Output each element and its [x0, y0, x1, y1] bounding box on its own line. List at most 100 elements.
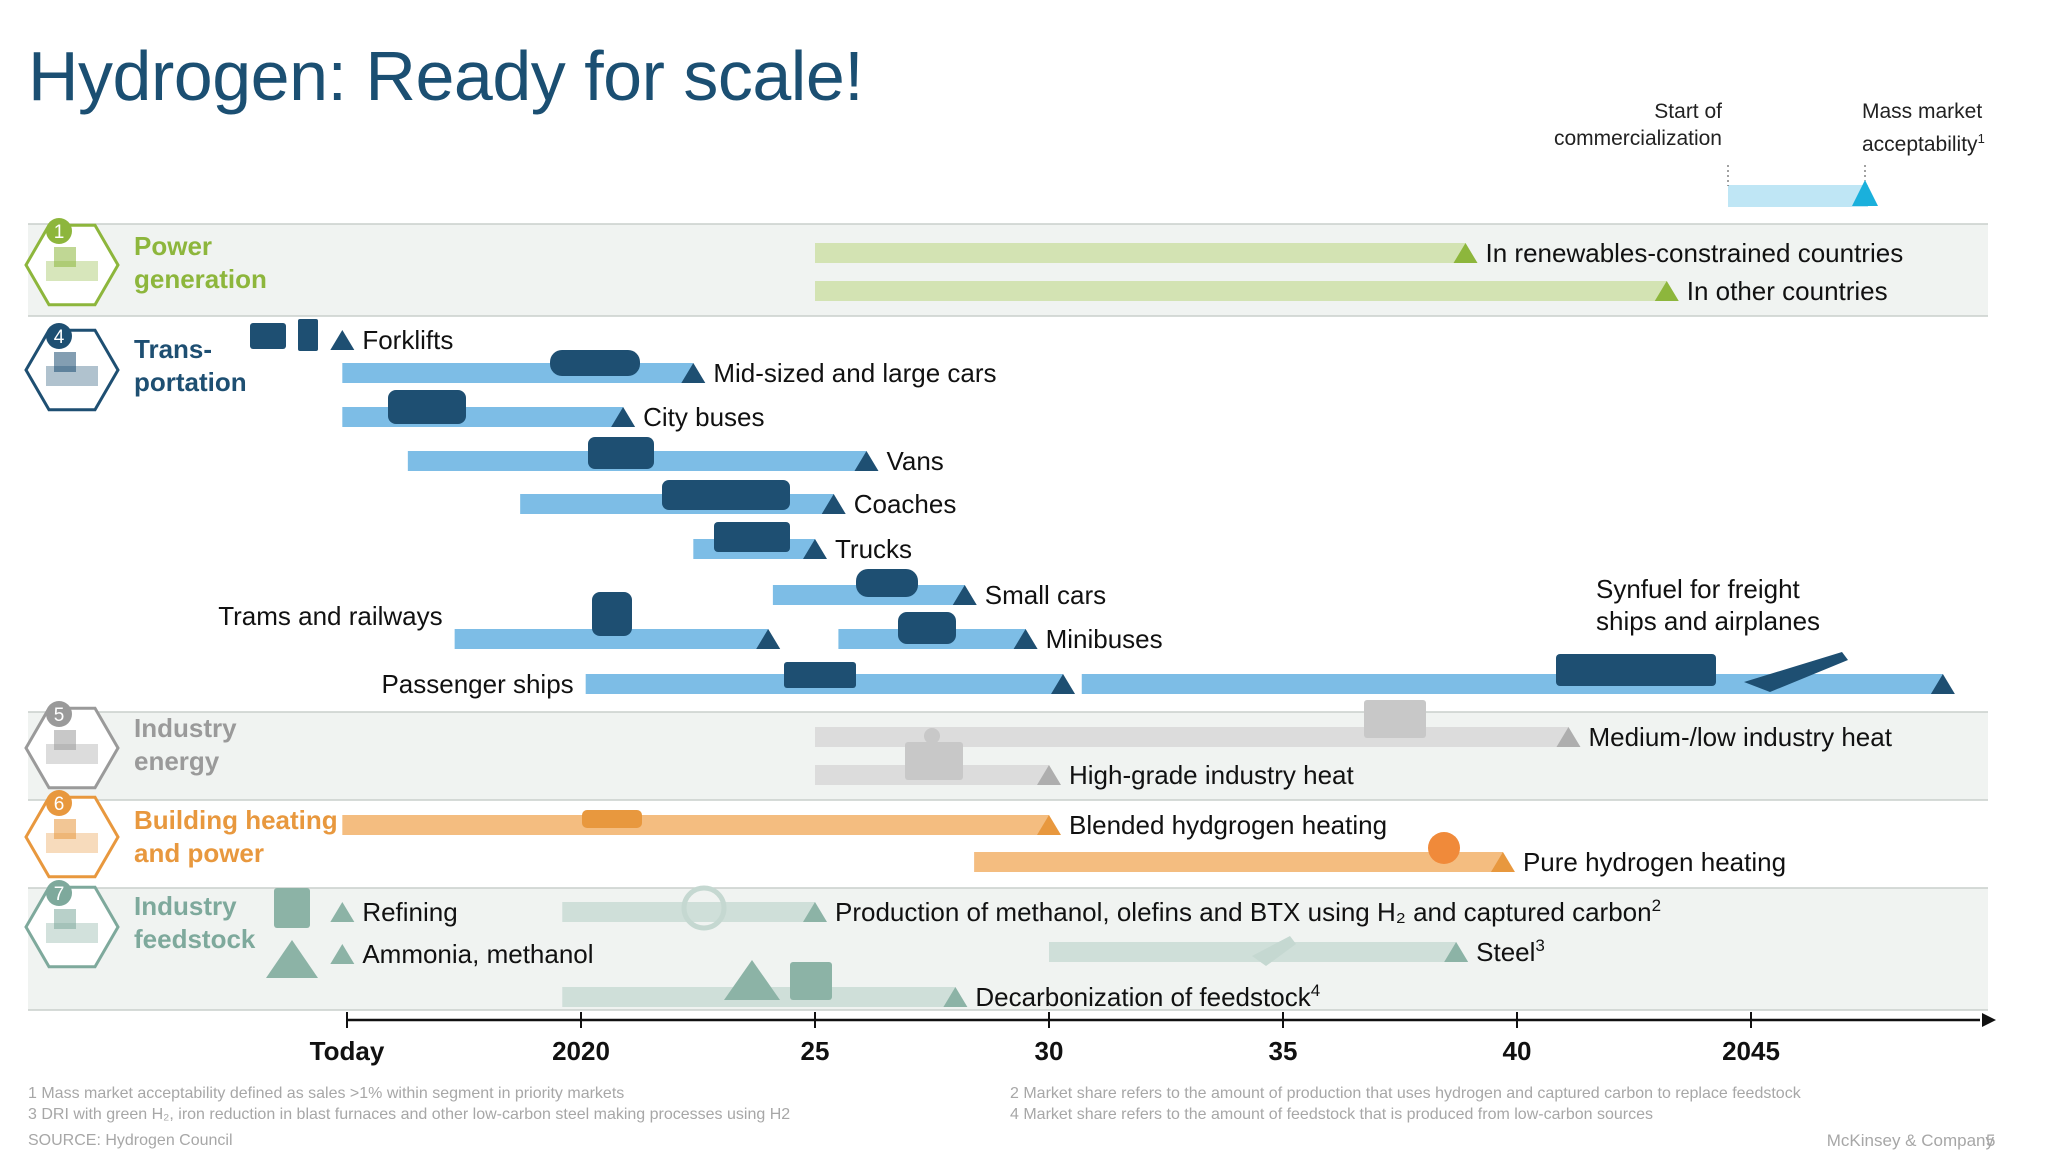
bar-city-buses-label: City buses	[643, 402, 764, 432]
energy-segment-label-2: energy	[134, 746, 220, 776]
bar-mid-sized-and-large-cars-marker	[681, 363, 706, 383]
airplane-icon	[1744, 652, 1848, 692]
bar-city-buses-marker	[611, 407, 636, 427]
bar-pure-hydrogen-heating-label: Pure hydrogen heating	[1523, 847, 1786, 877]
feedstock-plant-icon	[790, 962, 832, 1000]
bar-forklifts-marker	[330, 330, 355, 350]
x-tick-label-2045: 2045	[1722, 1036, 1780, 1066]
transport-segment-label-2: portation	[134, 367, 247, 397]
bar-mid-sized-and-large-cars	[342, 363, 694, 383]
power-number-text: 1	[54, 222, 65, 243]
x-tick-label-30: 30	[1035, 1036, 1064, 1066]
bar-pure-hydrogen-heating	[974, 852, 1503, 872]
flame-icon	[1428, 832, 1460, 864]
passenger-ship-icon	[784, 662, 856, 688]
bar-steel-label: Steel3	[1476, 936, 1545, 967]
power-segment-label-2: generation	[134, 264, 267, 294]
page-number: 5	[1986, 1131, 1996, 1150]
bar-small-cars-label: Small cars	[985, 580, 1106, 610]
bar-in-other-countries	[815, 281, 1667, 301]
transport-segment-icon-building	[54, 352, 76, 372]
energy-segment-label-1: Industry	[134, 713, 237, 743]
bar-synfuel-for-freight-ships-and-airplanes-marker	[1930, 674, 1955, 694]
forklift-icon	[250, 323, 286, 349]
bar-trucks-marker	[803, 539, 827, 559]
bar-minibuses-label: Minibuses	[1046, 624, 1163, 654]
city-bus-icon	[388, 390, 466, 424]
band-energy	[28, 712, 1988, 800]
bar-decarbonization-of-feedstock-label: Decarbonization of feedstock4	[975, 981, 1320, 1012]
bar-vans-label: Vans	[886, 446, 943, 476]
source-note: SOURCE: Hydrogen Council	[28, 1132, 233, 1149]
truck-icon	[714, 522, 790, 552]
energy-number-badge	[46, 701, 72, 727]
power-number-badge	[46, 218, 72, 244]
building-number-text: 6	[54, 794, 65, 815]
x-tick-label-40: 40	[1503, 1036, 1532, 1066]
footnote-2: 2 Market share refers to the amount of p…	[1010, 1085, 1801, 1102]
bar-decarbonization-of-feedstock-marker	[943, 987, 968, 1007]
bar-synfuel-for-freight-ships-and-airplanes	[1081, 674, 1943, 694]
bar-minibuses-marker	[1013, 629, 1038, 649]
small-car-icon	[856, 569, 918, 597]
coach-icon	[662, 480, 790, 510]
forklift-rack-icon	[298, 319, 318, 351]
van-icon	[588, 437, 654, 469]
building-segment-label-2: and power	[134, 838, 264, 868]
bar-in-renewables-constrained-countries-label: In renewables-constrained countries	[1486, 238, 1904, 268]
flask-icon	[266, 940, 318, 978]
bar-in-other-countries-label: In other countries	[1687, 276, 1888, 306]
legend-mass-label: Mass market acceptability1	[1862, 98, 2002, 158]
bar-coaches-marker	[821, 494, 846, 514]
bar-medium-low-industry-heat-marker	[1556, 727, 1581, 747]
bar-medium-low-industry-heat-label: Medium-/low industry heat	[1588, 722, 1892, 752]
bar-synfuel-for-freight-ships-and-airplanes-label-2: ships and airplanes	[1596, 606, 1820, 636]
legend-start-label: Start of commercialization	[1553, 100, 1722, 150]
bar-production-of-methanol-olefins-and-btx-using-h-and-captured-carbon-marker	[803, 902, 827, 922]
bar-pure-hydrogen-heating-marker	[1490, 852, 1515, 872]
bar-production-of-methanol-olefins-and-btx-using-h-and-captured-carbon	[562, 902, 815, 922]
bar-mid-sized-and-large-cars-label: Mid-sized and large cars	[713, 358, 996, 388]
bar-steel-marker	[1444, 942, 1469, 962]
tram-icon	[592, 592, 632, 636]
factory-icon	[1364, 700, 1426, 738]
factory-small-icon	[905, 742, 963, 780]
x-tick-label-Today: Today	[310, 1036, 385, 1066]
footnote-3: 3 DRI with green H₂, iron reduction in b…	[28, 1106, 791, 1123]
transport-segment-label-1: Trans-	[134, 334, 212, 364]
bar-in-other-countries-marker	[1654, 281, 1679, 301]
bar-blended-hydgrogen-heating-label: Blended hydgrogen heating	[1069, 810, 1387, 840]
power-segment-label-1: Power	[134, 231, 212, 261]
bar-ammonia-methanol-label: Ammonia, methanol	[362, 939, 593, 969]
car-icon	[550, 350, 640, 376]
legend-mass-text: Mass market acceptability	[1862, 100, 1983, 156]
feedstock-segment-label-2: feedstock	[134, 924, 256, 954]
footnote-1: 1 Mass market acceptability defined as s…	[28, 1085, 625, 1102]
footnote-4: 4 Market share refers to the amount of f…	[1010, 1106, 1653, 1123]
feedstock-segment-label-1: Industry	[134, 891, 237, 921]
energy-number-text: 5	[54, 705, 65, 726]
bar-high-grade-industry-heat-label: High-grade industry heat	[1069, 760, 1354, 790]
bar-passenger-ships-label: Passenger ships	[381, 669, 573, 699]
x-axis-arrow	[1982, 1013, 1996, 1027]
bar-refining-marker	[330, 902, 355, 922]
transport-number-badge	[46, 323, 72, 349]
x-tick-label-25: 25	[801, 1036, 830, 1066]
bar-trams-and-railways	[454, 629, 769, 649]
bar-ammonia-methanol-marker	[330, 944, 355, 964]
x-tick-label-35: 35	[1269, 1036, 1298, 1066]
bar-city-buses	[342, 407, 624, 427]
bar-in-renewables-constrained-countries-marker	[1453, 243, 1478, 263]
feedstock-number-text: 7	[54, 884, 65, 905]
bar-coaches-label: Coaches	[854, 489, 957, 519]
legend-marker	[1852, 180, 1878, 206]
building-segment-label-1: Building heating	[134, 805, 338, 835]
bar-passenger-ships-marker	[1051, 674, 1076, 694]
transport-number-text: 4	[54, 327, 65, 348]
minibus-icon	[898, 612, 956, 644]
bar-forklifts-label: Forklifts	[362, 325, 453, 355]
bar-vans-marker	[854, 451, 879, 471]
bar-small-cars-marker	[952, 585, 977, 605]
bar-steel	[1049, 942, 1457, 962]
x-tick-label-2020: 2020	[552, 1036, 610, 1066]
